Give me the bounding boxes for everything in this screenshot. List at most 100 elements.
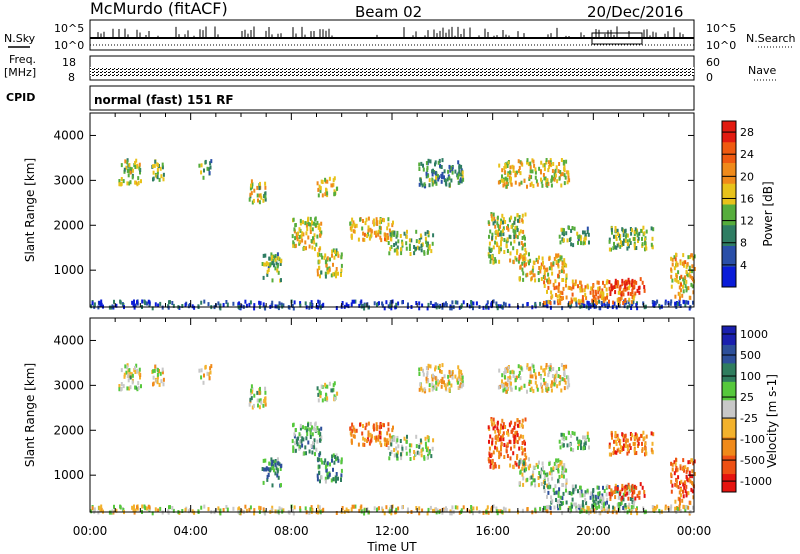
data-cell — [403, 436, 406, 441]
data-cell — [525, 467, 527, 472]
data-cell — [624, 444, 627, 448]
data-cell — [408, 448, 411, 453]
data-cell — [340, 468, 343, 473]
data-cell — [577, 240, 579, 245]
data-cell — [560, 158, 563, 162]
data-cell — [631, 433, 634, 438]
data-cell — [679, 276, 681, 281]
data-cell — [537, 278, 540, 283]
data-cell — [460, 384, 463, 389]
colorbar-tick-label: 20 — [740, 170, 754, 183]
data-cell — [682, 289, 685, 294]
data-cell — [561, 496, 564, 501]
data-cell — [441, 171, 444, 176]
data-cell — [526, 363, 529, 368]
data-cell — [275, 261, 278, 266]
data-cell — [532, 159, 535, 164]
data-cell — [517, 159, 520, 164]
data-cell — [307, 423, 309, 428]
data-cell — [614, 234, 617, 239]
data-cell — [307, 221, 310, 226]
data-cell — [560, 432, 563, 437]
data-cell — [614, 495, 617, 500]
data-cell — [685, 288, 688, 293]
data-cell — [598, 504, 601, 509]
data-cell — [565, 279, 567, 284]
data-cell — [670, 274, 673, 279]
data-cell — [363, 303, 366, 308]
data-cell — [498, 163, 501, 168]
data-cell — [597, 280, 600, 285]
data-cell — [547, 386, 550, 391]
data-cell — [264, 511, 267, 516]
data-cell — [502, 437, 505, 442]
data-cell — [393, 243, 396, 247]
data-cell — [118, 387, 121, 392]
data-cell — [137, 180, 140, 185]
data-cell — [440, 378, 443, 383]
data-cell — [350, 507, 353, 512]
data-cell — [678, 302, 681, 306]
data-cell — [487, 425, 490, 430]
data-cell — [614, 439, 617, 444]
data-cell — [561, 231, 564, 236]
data-cell — [262, 253, 265, 258]
data-cell — [317, 398, 320, 403]
data-cell — [507, 227, 510, 232]
data-cell — [628, 297, 631, 302]
data-cell — [617, 297, 620, 302]
data-cell — [678, 285, 681, 290]
data-cell — [298, 432, 301, 437]
data-cell — [152, 375, 155, 380]
data-cell — [309, 421, 312, 426]
data-cell — [640, 228, 643, 233]
data-cell — [556, 384, 559, 389]
data-cell — [653, 302, 656, 307]
data-cell — [576, 436, 579, 441]
data-cell — [120, 177, 123, 181]
data-cell — [613, 301, 616, 306]
data-cell — [325, 259, 328, 264]
data-cell — [350, 235, 353, 240]
data-cell — [523, 234, 526, 239]
data-cell — [624, 490, 627, 494]
data-cell — [434, 179, 437, 184]
data-cell — [495, 301, 498, 306]
data-cell — [400, 452, 402, 457]
data-cell — [636, 288, 639, 293]
data-cell — [501, 168, 504, 173]
data-cell — [316, 477, 319, 482]
data-cell — [395, 507, 398, 512]
data-cell — [318, 300, 321, 305]
data-cell — [554, 484, 557, 489]
data-cell — [583, 237, 586, 242]
data-cell — [418, 506, 421, 511]
data-cell — [491, 459, 494, 464]
data-cell — [313, 438, 316, 443]
data-cell — [580, 304, 583, 309]
data-cell — [602, 299, 605, 304]
colorbar-frame — [721, 120, 737, 288]
data-cell — [630, 300, 633, 305]
colorbar-tick-label: 28 — [740, 126, 754, 139]
data-cell — [580, 241, 582, 246]
data-cell — [526, 302, 529, 307]
data-cell — [310, 505, 313, 510]
data-cell — [131, 168, 134, 173]
data-cell — [546, 494, 548, 499]
data-cell — [600, 290, 603, 295]
data-cell — [563, 466, 566, 471]
data-cell — [488, 446, 491, 451]
data-cell — [555, 464, 558, 469]
data-cell — [625, 233, 628, 238]
data-cell — [560, 183, 563, 188]
data-cell — [407, 507, 409, 512]
data-cell — [426, 306, 429, 311]
data-cell — [619, 489, 622, 494]
data-cell — [642, 430, 645, 435]
velocity-panel-bg — [90, 318, 694, 512]
data-cell — [272, 459, 275, 464]
data-cell — [314, 452, 316, 457]
data-cell — [497, 229, 500, 234]
data-cell — [418, 444, 421, 449]
